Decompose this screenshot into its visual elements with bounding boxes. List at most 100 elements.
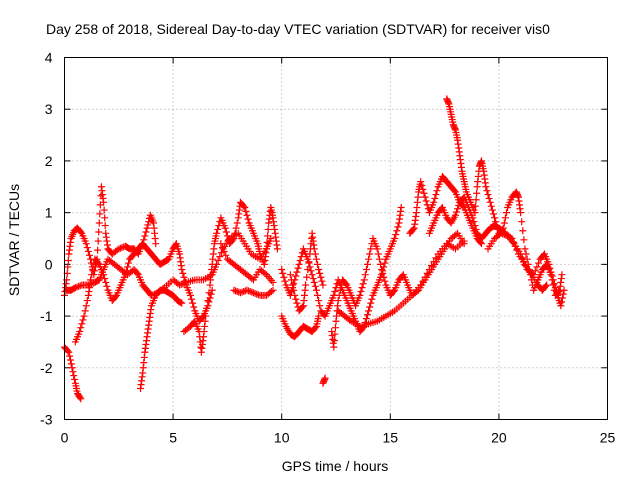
data-point-interp xyxy=(430,258,438,266)
data-point-interp xyxy=(67,360,75,368)
data-point-interp xyxy=(548,272,556,280)
y-tick-label: 3 xyxy=(45,101,53,117)
data-series xyxy=(61,95,568,403)
data-point xyxy=(560,286,568,294)
data-point-interp xyxy=(314,291,322,299)
data-point-interp xyxy=(367,299,375,307)
data-point xyxy=(469,214,477,222)
data-point-interp xyxy=(520,258,528,266)
data-point-interp xyxy=(141,232,149,240)
data-point-interp xyxy=(310,278,318,286)
data-point-interp xyxy=(177,298,185,306)
data-point-interp xyxy=(535,259,543,267)
data-point-interp xyxy=(73,283,81,291)
x-tick-label: 20 xyxy=(491,430,507,446)
data-point-interp xyxy=(248,288,256,296)
data-point xyxy=(178,299,186,307)
data-point-interp xyxy=(487,202,495,210)
data-point xyxy=(262,245,270,253)
data-point-interp xyxy=(242,207,250,215)
data-point xyxy=(397,203,405,211)
data-point-interp xyxy=(455,202,463,210)
data-point-interp xyxy=(222,228,230,236)
data-point-interp xyxy=(473,189,481,197)
data-point-interp xyxy=(290,286,298,294)
data-point-interp xyxy=(379,269,387,277)
data-point-interp xyxy=(303,273,311,281)
data-point-interp xyxy=(116,244,124,252)
data-point-interp xyxy=(293,299,301,307)
data-point-interp xyxy=(88,271,96,279)
data-point-interp xyxy=(559,290,567,298)
data-point xyxy=(87,276,95,284)
data-point-interp xyxy=(500,219,508,227)
data-point-interp xyxy=(472,202,480,210)
data-point-interp xyxy=(423,269,431,277)
data-point xyxy=(295,260,303,268)
data-point xyxy=(430,198,438,206)
data-point-interp xyxy=(550,280,558,288)
y-tick-label: -2 xyxy=(40,360,53,376)
data-point-interp xyxy=(317,273,325,281)
data-point-interp xyxy=(296,256,304,264)
x-tick-label: 25 xyxy=(600,430,616,446)
series-trace-h xyxy=(230,286,277,299)
data-point-interp xyxy=(64,256,72,264)
data-point xyxy=(76,328,84,336)
series-trace-m xyxy=(328,229,468,351)
data-point xyxy=(217,240,225,248)
data-point-interp xyxy=(547,268,555,276)
data-point-interp xyxy=(366,250,374,258)
data-point-interp xyxy=(420,189,428,197)
data-point xyxy=(269,278,277,286)
data-point-interp xyxy=(361,271,369,279)
data-point xyxy=(321,374,329,382)
data-point-interp xyxy=(190,303,198,311)
data-point-interp xyxy=(346,316,354,324)
data-point xyxy=(221,224,229,232)
data-point-interp xyxy=(261,269,269,277)
data-point xyxy=(241,203,249,211)
data-point xyxy=(310,245,318,253)
x-axis-label: GPS time / hours xyxy=(282,458,389,474)
data-point xyxy=(269,286,277,294)
data-point-interp xyxy=(289,281,297,289)
data-point-interp xyxy=(492,218,500,226)
data-point-interp xyxy=(558,298,566,306)
data-point-interp xyxy=(290,280,298,288)
data-point-interp xyxy=(83,244,91,252)
data-point xyxy=(286,271,294,279)
data-point-interp xyxy=(233,219,241,227)
data-point-interp xyxy=(203,304,211,312)
data-point-interp xyxy=(381,259,389,267)
data-point-interp xyxy=(368,295,376,303)
data-point-interp xyxy=(542,282,550,290)
data-point-interp xyxy=(142,228,150,236)
data-point xyxy=(65,348,73,356)
data-point-interp xyxy=(70,372,78,380)
data-point-interp xyxy=(280,273,288,281)
data-point-interp xyxy=(205,298,213,306)
data-point xyxy=(95,219,103,227)
data-point-interp xyxy=(95,228,103,236)
data-point-interp xyxy=(358,284,366,292)
data-point-interp xyxy=(342,280,350,288)
data-point-interp xyxy=(264,225,272,233)
data-point-interp xyxy=(488,206,496,214)
data-point-interp xyxy=(520,236,528,244)
data-point-interp xyxy=(294,264,302,272)
axis-ticks: 0 5 10 15 20 25 -3 -2 -1 0 1 2 3 4 xyxy=(40,50,615,446)
data-point xyxy=(152,240,160,248)
data-point-interp xyxy=(552,288,560,296)
data-point-interp xyxy=(499,230,507,238)
data-point-interp xyxy=(231,229,239,237)
data-point-interp xyxy=(489,210,497,218)
data-point-interp xyxy=(374,250,382,258)
data-point xyxy=(549,276,557,284)
data-point xyxy=(545,260,553,268)
data-point-interp xyxy=(205,289,213,297)
data-point xyxy=(330,343,338,351)
data-point xyxy=(378,266,386,274)
data-point-interp xyxy=(551,284,559,292)
